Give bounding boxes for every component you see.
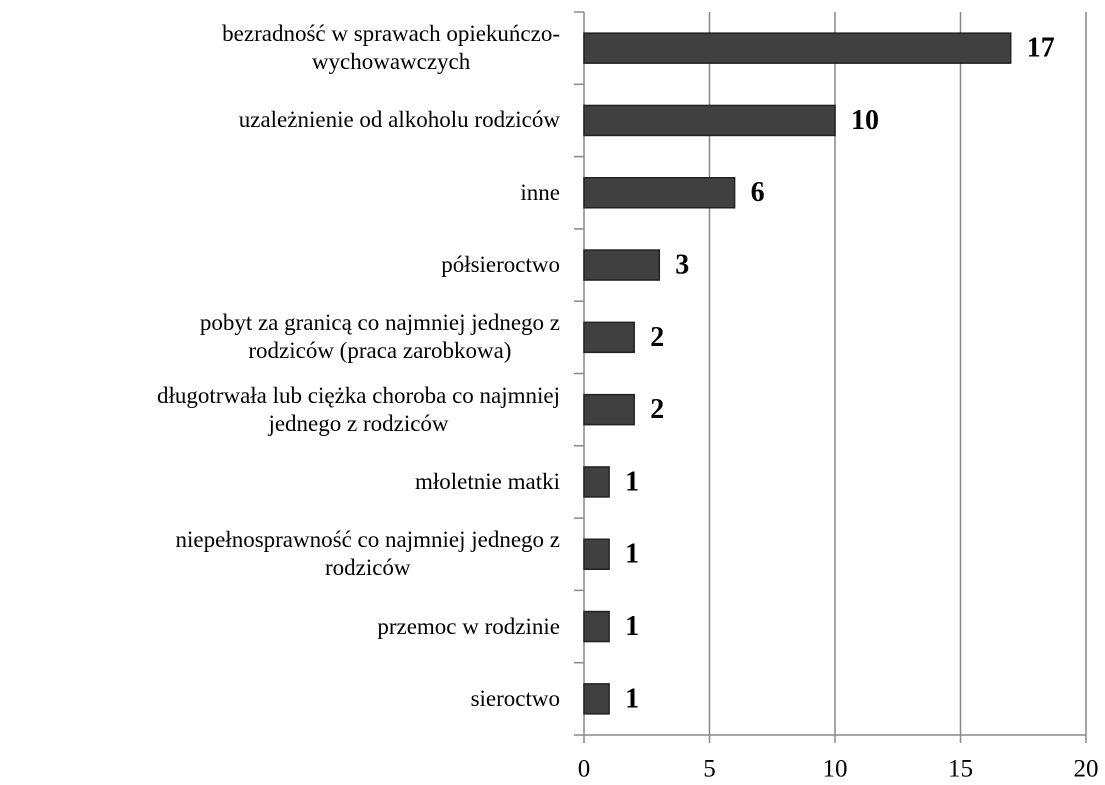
y-tick-label: uzależnienie od alkoholu rodziców xyxy=(238,107,560,133)
value-label: 1 xyxy=(625,466,639,497)
bar xyxy=(583,321,635,354)
y-tick-label: długotrwała lub ciężka choroba co najmni… xyxy=(157,382,560,436)
bar xyxy=(583,177,736,209)
x-tick-label: 15 xyxy=(948,756,973,783)
value-label: 2 xyxy=(650,394,664,425)
y-tick-label: bezradność w sprawach opiekuńczo- wychow… xyxy=(222,21,560,75)
bar xyxy=(583,466,610,498)
y-tick-label: niepełnosprawność co najmniej jednego z … xyxy=(175,527,561,581)
x-tick-label: 10 xyxy=(823,756,848,783)
bar xyxy=(583,610,610,643)
value-label: 1 xyxy=(625,539,639,570)
bar xyxy=(583,683,610,715)
value-label: 3 xyxy=(675,249,689,280)
y-tick-label: półsieroctwo xyxy=(441,252,560,278)
value-label: 17 xyxy=(1027,33,1055,64)
y-tick-label: inne xyxy=(520,179,560,205)
y-tick-label: pobyt za granicą co najmniej jednego z r… xyxy=(199,310,560,364)
y-tick-label: młoletnie matki xyxy=(415,468,560,494)
bar xyxy=(583,538,610,570)
x-tick-label: 20 xyxy=(1074,756,1099,783)
y-tick-label: przemoc w rodzinie xyxy=(377,613,560,639)
x-tick-label: 0 xyxy=(578,756,591,783)
y-tick-label: sieroctwo xyxy=(470,685,560,711)
bar xyxy=(583,393,635,426)
value-label: 10 xyxy=(851,105,879,136)
x-tick-label: 5 xyxy=(703,756,716,783)
value-label: 1 xyxy=(625,683,639,714)
value-label: 6 xyxy=(751,177,765,208)
bar xyxy=(583,249,661,281)
bar xyxy=(583,104,836,137)
bar xyxy=(583,32,1012,64)
value-label: 1 xyxy=(625,611,639,642)
value-label: 2 xyxy=(650,322,664,353)
